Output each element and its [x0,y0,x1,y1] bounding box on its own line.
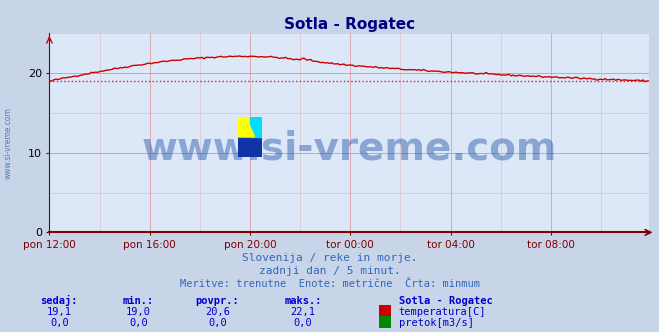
Text: Sotla - Rogatec: Sotla - Rogatec [399,296,492,306]
Text: 20,6: 20,6 [205,307,230,317]
Polygon shape [239,117,250,137]
Title: Sotla - Rogatec: Sotla - Rogatec [284,17,415,32]
Text: temperatura[C]: temperatura[C] [399,307,486,317]
Text: maks.:: maks.: [285,296,322,306]
Text: Slovenija / reke in morje.: Slovenija / reke in morje. [242,253,417,263]
Text: www.si-vreme.com: www.si-vreme.com [142,130,557,168]
Bar [239,137,262,157]
Text: min.:: min.: [123,296,154,306]
Bar [250,117,262,137]
Text: 19,0: 19,0 [126,307,151,317]
Text: pretok[m3/s]: pretok[m3/s] [399,318,474,328]
Text: 19,1: 19,1 [47,307,72,317]
Text: 22,1: 22,1 [291,307,316,317]
Text: 0,0: 0,0 [50,318,69,328]
Text: povpr.:: povpr.: [196,296,239,306]
Polygon shape [250,117,262,137]
Text: Meritve: trenutne  Enote: metrične  Črta: minmum: Meritve: trenutne Enote: metrične Črta: … [179,279,480,289]
Text: www.si-vreme.com: www.si-vreme.com [3,107,13,179]
Text: 0,0: 0,0 [294,318,312,328]
Text: sedaj:: sedaj: [41,295,78,306]
Text: zadnji dan / 5 minut.: zadnji dan / 5 minut. [258,266,401,276]
Bar [239,117,250,137]
Text: 0,0: 0,0 [208,318,227,328]
Polygon shape [239,117,254,137]
Text: 0,0: 0,0 [129,318,148,328]
Polygon shape [245,117,262,137]
